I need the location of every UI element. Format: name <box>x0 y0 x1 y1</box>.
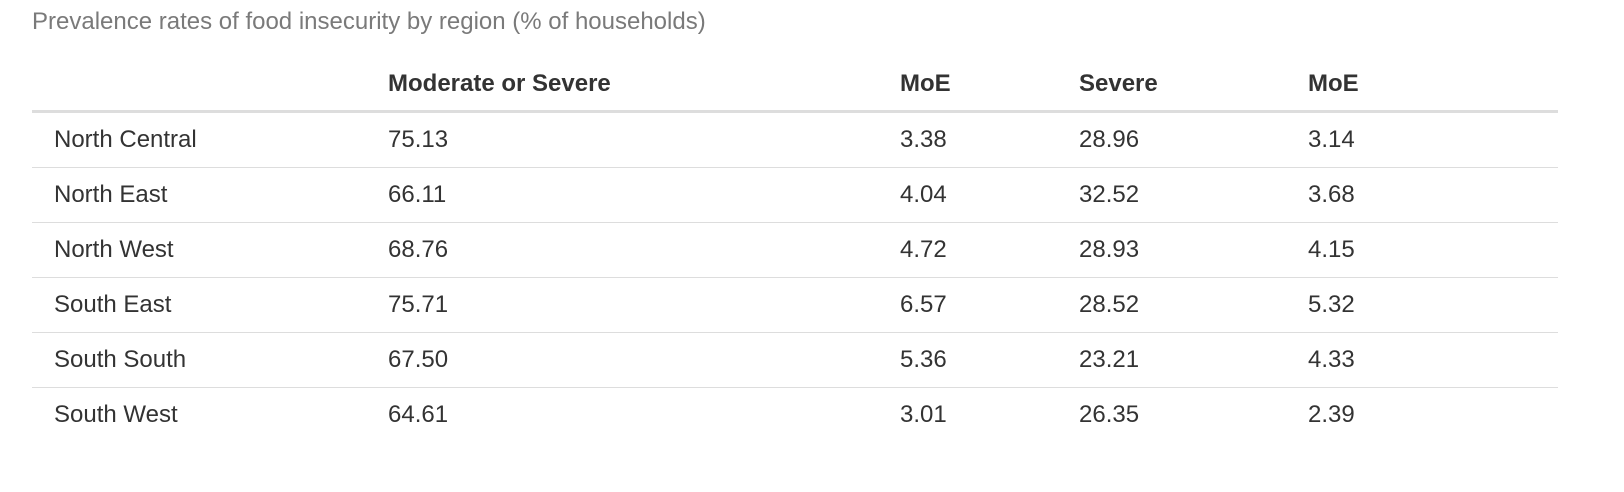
moderate-or-severe-cell: 75.13 <box>388 111 900 168</box>
region-cell: South South <box>32 332 388 388</box>
table-caption: Prevalence rates of food insecurity by r… <box>32 8 706 35</box>
header-moderate-or-severe: Moderate or Severe <box>388 58 900 113</box>
header-severe: Severe <box>1079 58 1308 113</box>
data-table: Moderate or Severe MoE Severe MoE North … <box>32 58 1558 442</box>
header-row: Moderate or Severe MoE Severe MoE <box>32 58 1558 113</box>
severe-cell: 23.21 <box>1079 332 1308 388</box>
severe-cell: 32.52 <box>1079 167 1308 223</box>
severe-cell: 28.96 <box>1079 111 1308 168</box>
moe-cell: 3.68 <box>1308 167 1558 223</box>
table-row: North West 68.76 4.72 28.93 4.15 <box>32 222 1558 278</box>
moe-cell: 5.32 <box>1308 277 1558 333</box>
moe-cell: 4.72 <box>900 222 1079 278</box>
moe-cell: 3.01 <box>900 401 947 428</box>
table-row: South East 75.71 6.57 28.52 5.32 <box>32 277 1558 333</box>
header-region <box>32 58 388 113</box>
moderate-or-severe-cell: 75.71 <box>388 277 900 333</box>
moderate-or-severe-cell: 68.76 <box>388 222 900 278</box>
region-cell: South West <box>54 401 178 428</box>
severe-cell: 28.52 <box>1079 277 1308 333</box>
region-cell: North West <box>32 222 388 278</box>
moe-cell: 3.14 <box>1308 111 1558 168</box>
moe-cell: 2.39 <box>1308 401 1355 428</box>
moderate-or-severe-cell: 67.50 <box>388 332 900 388</box>
moe-cell: 4.33 <box>1308 332 1558 388</box>
moderate-or-severe-cell: 64.61 <box>388 401 449 428</box>
severe-cell: 26.35 <box>1079 401 1140 428</box>
table-row: North Central 75.13 3.38 28.96 3.14 <box>32 111 1558 168</box>
region-cell: North East <box>32 167 388 223</box>
moderate-or-severe-cell: 66.11 <box>388 167 900 223</box>
table-row: South South 67.50 5.36 23.21 4.33 <box>32 332 1558 388</box>
header-moe-severe: MoE <box>1308 58 1558 113</box>
severe-cell: 28.93 <box>1079 222 1308 278</box>
moe-cell: 6.57 <box>900 277 1079 333</box>
moe-cell: 4.15 <box>1308 222 1558 278</box>
moe-cell: 3.38 <box>900 111 1079 168</box>
table-row: South West 64.61 3.01 26.35 2.39 <box>32 388 1558 443</box>
moe-cell: 4.04 <box>900 167 1079 223</box>
region-cell: North Central <box>32 111 388 168</box>
header-moe-moderate: MoE <box>900 58 1079 113</box>
table-row: North East 66.11 4.04 32.52 3.68 <box>32 167 1558 223</box>
region-cell: South East <box>32 277 388 333</box>
moe-cell: 5.36 <box>900 332 1079 388</box>
